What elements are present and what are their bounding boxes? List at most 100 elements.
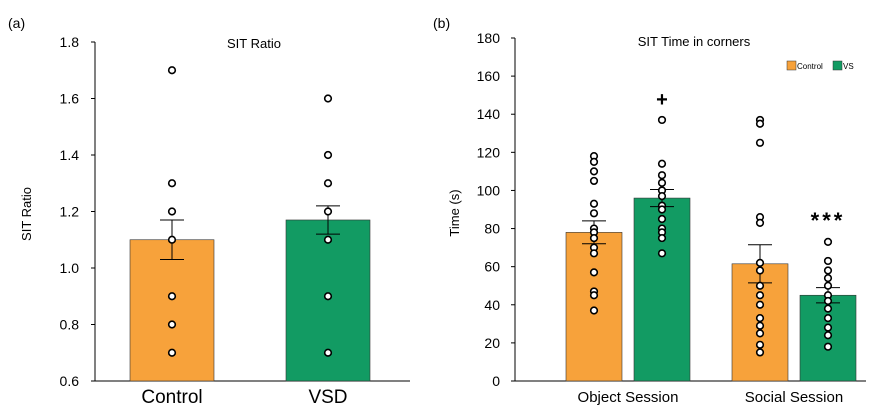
y-tick-label: 1.8 — [60, 34, 80, 50]
data-point — [589, 291, 599, 300]
y-tick-label: 1.4 — [60, 147, 80, 163]
panel-b-sit-time-in-corners: (b) SIT Time in corners Time (s) Control… — [433, 15, 866, 406]
data-point — [323, 235, 333, 244]
data-point — [823, 274, 833, 283]
data-point — [755, 119, 765, 128]
data-point — [823, 304, 833, 313]
legend-label-control: Control — [797, 62, 823, 71]
panel-b-y-axis-label: Time (s) — [447, 189, 462, 236]
panel-b-points — [589, 115, 833, 357]
data-point — [823, 314, 833, 323]
y-tick-label: 60 — [484, 259, 500, 275]
data-point — [167, 179, 177, 188]
legend-label-vs: VS — [843, 62, 854, 71]
panel-a-y-ticks: 0.6 0.8 1.0 1.2 1.4 1.6 1.8 — [60, 34, 95, 389]
data-point — [589, 209, 599, 218]
data-point — [167, 235, 177, 244]
significance-marker: + — [656, 89, 668, 111]
data-point — [823, 281, 833, 290]
data-point — [167, 292, 177, 301]
data-point — [657, 205, 667, 214]
data-point — [589, 157, 599, 166]
panel-b-significance-markers: + *** — [656, 89, 846, 233]
y-tick-label: 0.6 — [60, 373, 80, 389]
x-tick-label-vsd: VSD — [308, 387, 347, 408]
data-point — [657, 159, 667, 168]
data-point — [755, 258, 765, 267]
data-point — [589, 306, 599, 315]
data-point — [755, 138, 765, 147]
y-tick-label: 1.0 — [60, 260, 80, 276]
y-tick-label: 160 — [477, 68, 501, 84]
panel-a-title: SIT Ratio — [227, 36, 281, 51]
legend-swatch-control — [786, 60, 797, 71]
panel-a-points — [167, 66, 333, 357]
data-point — [823, 331, 833, 340]
data-point — [589, 199, 599, 208]
y-tick-label: 0.8 — [60, 317, 80, 333]
panel-b-x-tick-labels: Object Session Social Session — [578, 389, 844, 406]
data-point — [167, 320, 177, 329]
data-point — [657, 171, 667, 180]
y-tick-label: 0 — [492, 373, 500, 389]
x-tick-label-control: Control — [141, 387, 202, 408]
data-point — [823, 342, 833, 351]
data-point — [323, 207, 333, 216]
significance-marker: *** — [811, 208, 846, 233]
data-point — [657, 233, 667, 243]
data-point — [167, 66, 177, 75]
data-point — [823, 323, 833, 332]
data-point — [823, 237, 833, 246]
data-point — [589, 268, 599, 277]
panel-a-label: (a) — [8, 15, 25, 31]
panel-b-label: (b) — [433, 15, 450, 31]
legend-swatch-vs — [832, 60, 843, 71]
data-point — [755, 218, 765, 227]
panel-b-title: SIT Time in corners — [638, 34, 751, 49]
data-point — [755, 291, 765, 300]
y-tick-label: 1.2 — [60, 204, 80, 220]
panel-a-sit-ratio: (a) SIT Ratio SIT Ratio 0.6 0.8 1.0 1.2 1.4 1… — [8, 15, 410, 408]
data-point — [755, 314, 765, 323]
y-tick-label: 40 — [484, 297, 500, 313]
data-point — [589, 176, 599, 186]
panel-a-bars — [129, 219, 371, 382]
data-point — [755, 300, 765, 309]
data-point — [657, 249, 667, 258]
bar-control — [129, 239, 215, 382]
data-point — [167, 348, 177, 357]
y-tick-label: 20 — [484, 335, 500, 351]
data-point — [589, 249, 599, 258]
data-point — [323, 292, 333, 301]
y-tick-label: 80 — [484, 221, 500, 237]
data-point — [323, 348, 333, 357]
data-point — [823, 256, 833, 266]
data-point — [167, 207, 177, 216]
y-tick-label: 1.6 — [60, 91, 80, 107]
data-point — [657, 192, 667, 201]
data-point — [657, 115, 667, 125]
data-point — [755, 348, 765, 357]
data-point — [755, 340, 765, 349]
panel-a-x-tick-labels: Control VSD — [141, 387, 347, 408]
data-point — [323, 150, 333, 160]
panel-a-y-axis-label: SIT Ratio — [19, 187, 34, 241]
data-point — [755, 329, 765, 338]
panel-b-legend: Control VS — [786, 60, 854, 71]
data-point — [755, 266, 765, 275]
x-tick-label: Social Session — [745, 389, 843, 406]
data-point — [823, 296, 833, 306]
data-point — [755, 281, 765, 290]
data-point — [657, 178, 667, 187]
data-point — [323, 179, 333, 188]
data-point — [589, 167, 599, 176]
y-tick-label: 100 — [477, 182, 501, 198]
y-tick-label: 120 — [477, 144, 501, 160]
data-point — [823, 266, 833, 275]
data-point — [657, 214, 667, 224]
data-point — [589, 233, 599, 243]
y-tick-label: 180 — [477, 30, 501, 46]
data-point — [323, 94, 333, 103]
panel-b-y-ticks: 0 20 40 60 80 100 120 140 160 180 — [477, 30, 515, 389]
